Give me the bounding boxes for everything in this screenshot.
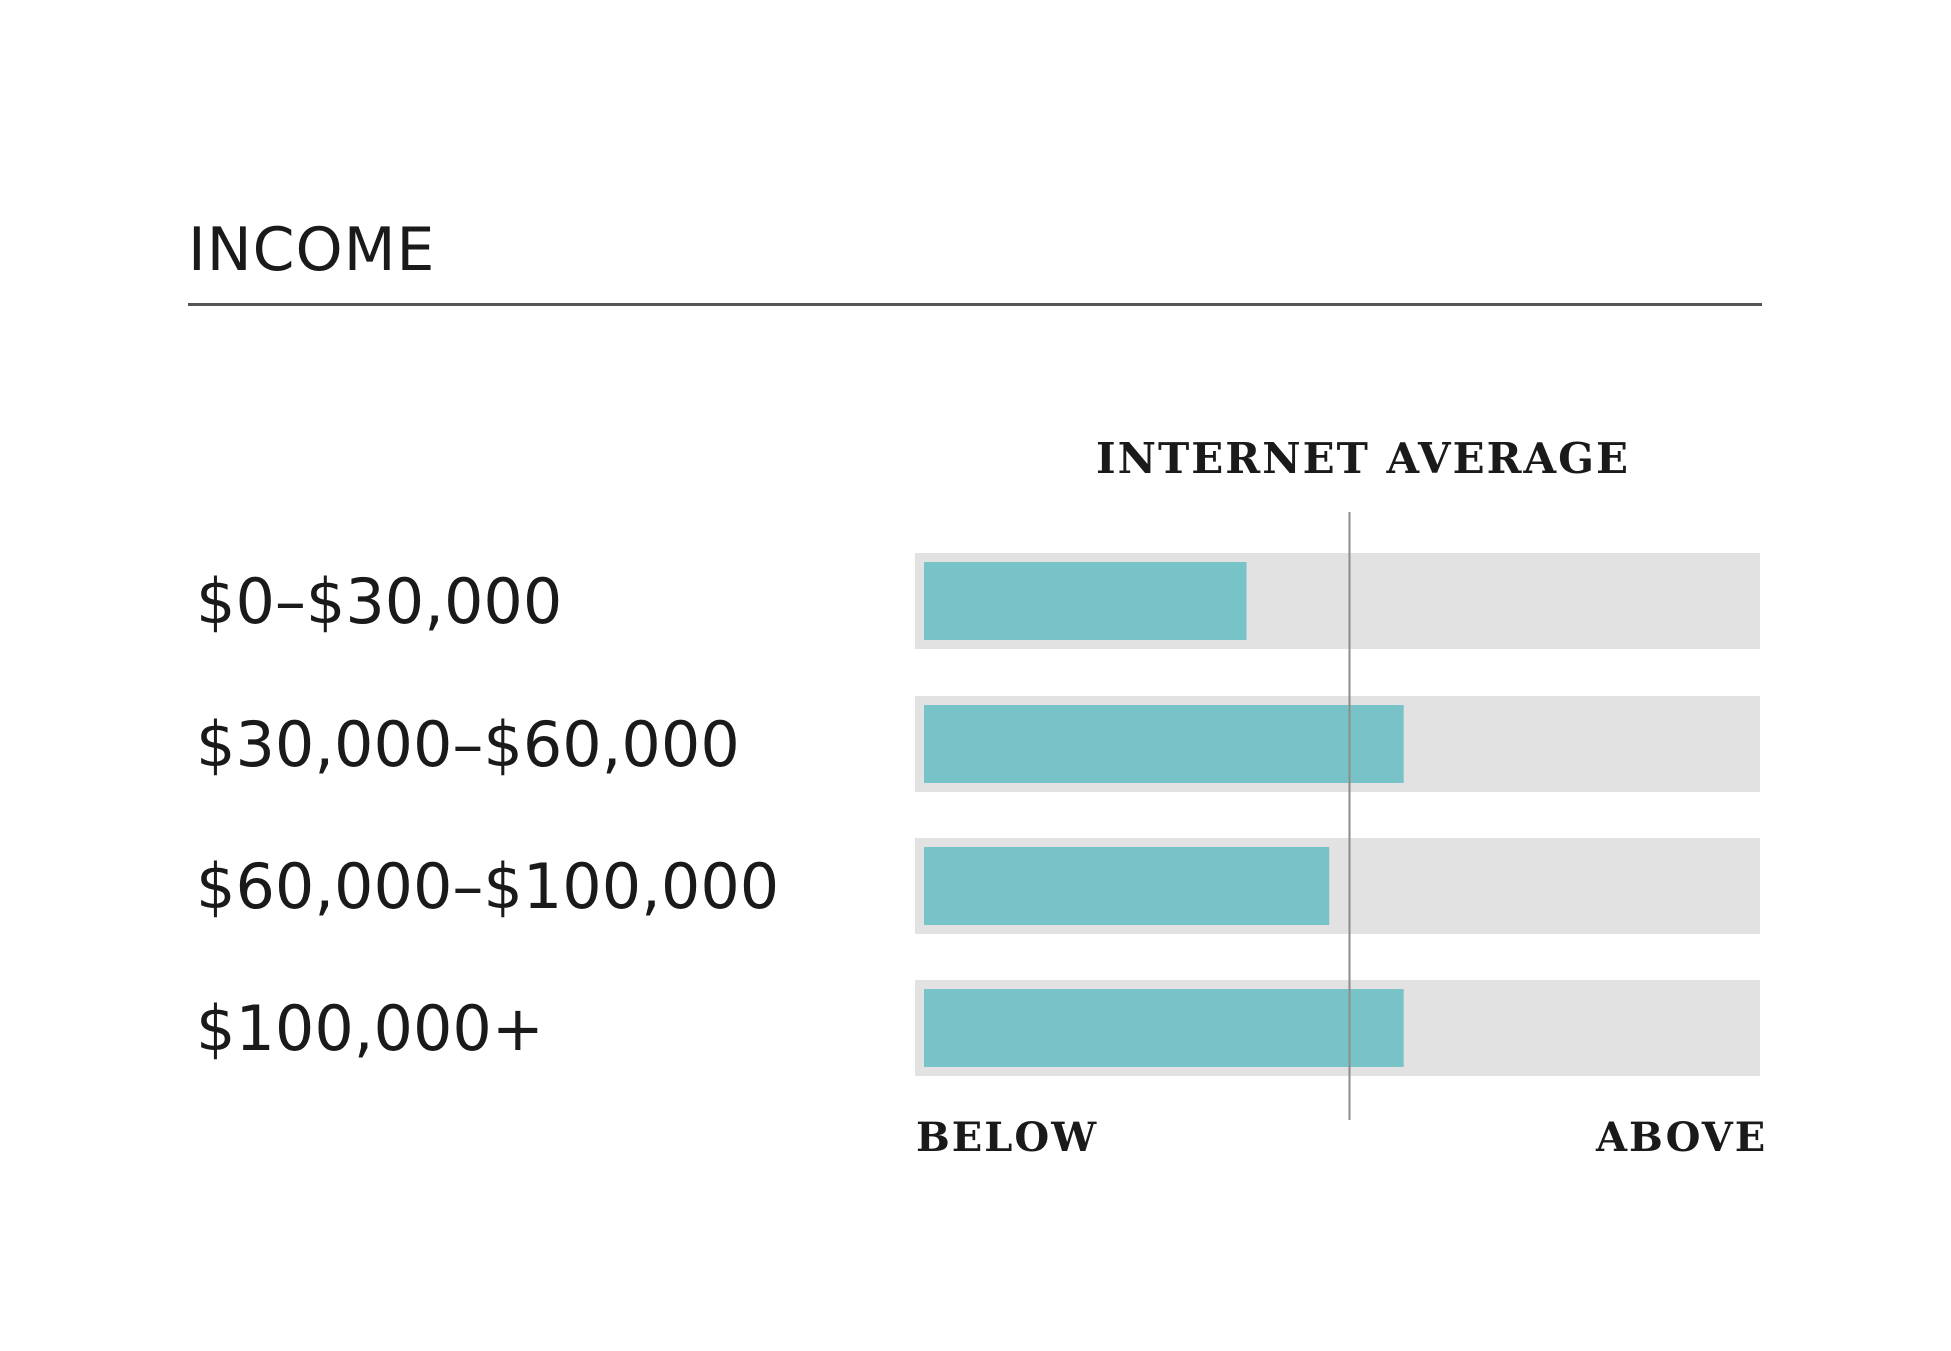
category-label: $100,000+ bbox=[196, 992, 544, 1065]
bar bbox=[924, 989, 1404, 1067]
axis-label-above: ABOVE bbox=[1596, 1114, 1768, 1161]
bar bbox=[924, 847, 1330, 925]
category-label: $30,000–$60,000 bbox=[196, 708, 740, 781]
title-divider bbox=[188, 303, 1762, 306]
category-label: $60,000–$100,000 bbox=[196, 850, 779, 923]
section-title: INCOME bbox=[188, 215, 436, 285]
bar bbox=[924, 705, 1404, 783]
reference-line-label: INTERNET AVERAGE bbox=[1096, 434, 1630, 483]
bar bbox=[924, 562, 1247, 640]
axis-label-below: BELOW bbox=[916, 1114, 1099, 1161]
category-label: $0–$30,000 bbox=[196, 565, 562, 638]
